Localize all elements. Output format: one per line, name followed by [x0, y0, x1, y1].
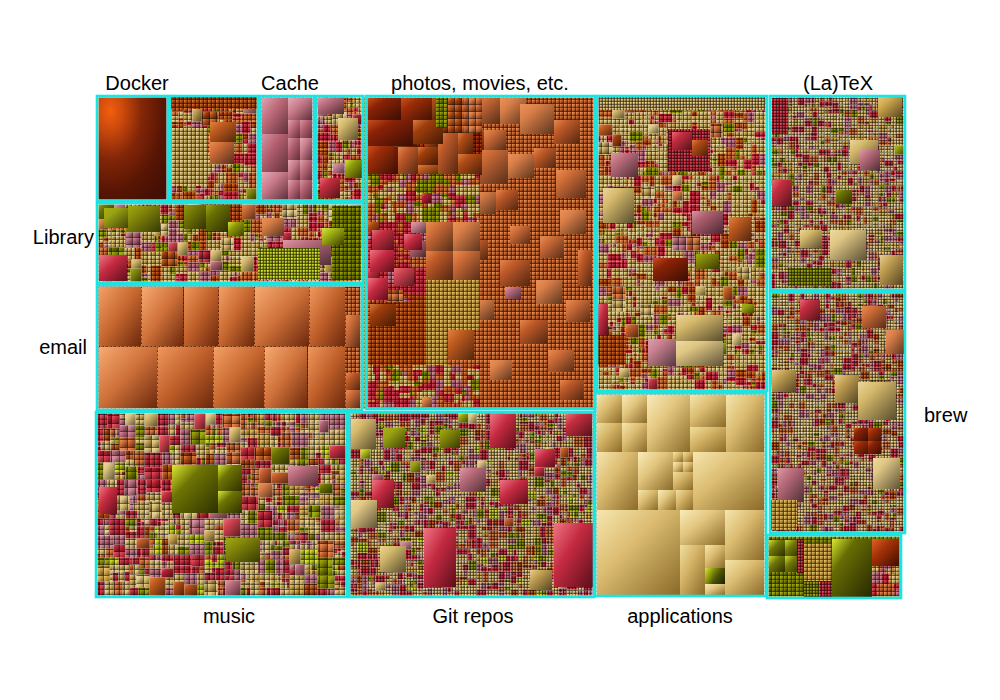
svg-text:brew: brew: [924, 404, 968, 426]
svg-text:music: music: [203, 605, 255, 627]
svg-text:Docker: Docker: [105, 72, 169, 94]
svg-text:Git repos: Git repos: [432, 605, 513, 627]
svg-text:Library: Library: [33, 226, 94, 248]
svg-text:email: email: [39, 336, 87, 358]
svg-text:applications: applications: [627, 605, 733, 627]
svg-text:photos, movies, etc.: photos, movies, etc.: [391, 72, 569, 94]
svg-text:Cache: Cache: [261, 72, 319, 94]
svg-text:(La)TeX: (La)TeX: [803, 72, 873, 94]
